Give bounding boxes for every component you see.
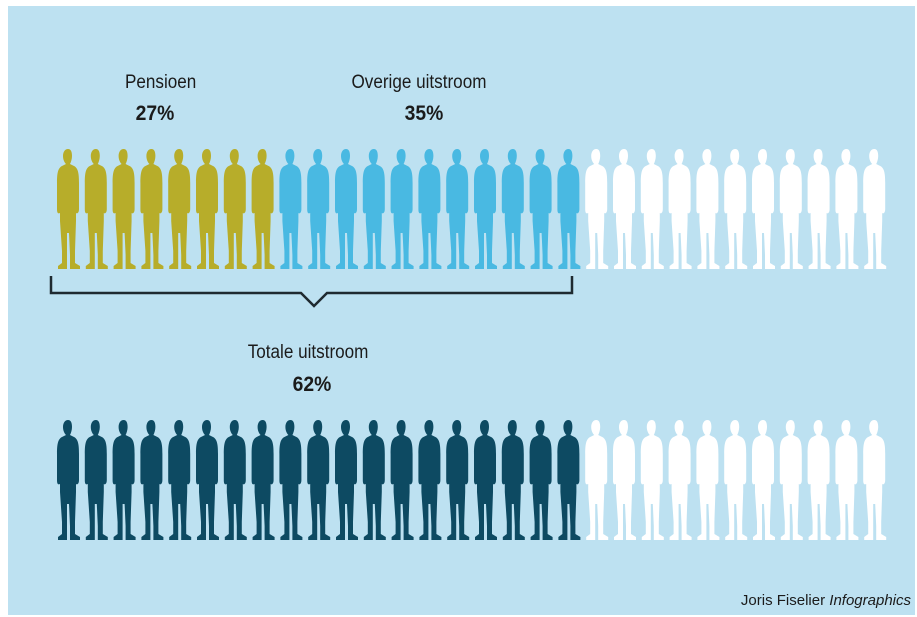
person-icon — [140, 420, 164, 540]
person-icon — [613, 420, 636, 540]
credit-line: Joris Fiselier Infographics — [741, 592, 911, 609]
person-icon — [57, 149, 80, 269]
person-icon — [418, 420, 442, 540]
pensioen-label: Pensioen — [124, 72, 197, 93]
person-icon — [84, 149, 108, 269]
person-icon — [446, 149, 470, 269]
person-icon — [362, 420, 386, 540]
person-icon — [640, 149, 664, 269]
person-icon — [279, 420, 303, 540]
person-icon — [724, 149, 748, 269]
person-icon — [696, 420, 720, 540]
person-icon — [501, 149, 525, 269]
person-icon — [112, 149, 136, 269]
person-icon — [307, 149, 331, 269]
person-icon — [335, 420, 358, 540]
person-icon — [279, 149, 303, 269]
person-icon — [196, 149, 219, 269]
credit-author: Joris Fiselier — [740, 592, 826, 609]
person-icon — [362, 149, 386, 269]
person-icon — [779, 420, 803, 540]
bracket — [49, 276, 574, 308]
person-icon — [501, 420, 525, 540]
person-icon — [585, 149, 609, 269]
person-icon — [390, 420, 414, 540]
person-icon — [529, 149, 553, 269]
person-icon — [724, 420, 748, 540]
person-icon — [807, 149, 831, 269]
totale-uitstroom-label: Totale uitstroom — [247, 342, 369, 363]
person-icon — [613, 149, 636, 269]
totale-uitstroom-percent: 62% — [292, 373, 332, 396]
person-icon — [779, 149, 803, 269]
credit-brand: Infographics — [829, 592, 911, 609]
person-icon — [585, 420, 609, 540]
person-icon — [835, 149, 859, 269]
pictogram-chart — [49, 149, 887, 540]
person-icon — [418, 149, 442, 269]
person-icon — [57, 420, 80, 540]
person-icon — [307, 420, 331, 540]
person-icon — [696, 149, 720, 269]
person-icon — [446, 420, 470, 540]
person-icon — [196, 420, 219, 540]
person-icon — [863, 149, 887, 269]
person-icon — [557, 149, 581, 269]
person-icon — [84, 420, 108, 540]
person-icon — [223, 149, 247, 269]
person-icon — [752, 149, 775, 269]
person-icon — [807, 420, 831, 540]
person-icon — [557, 420, 581, 540]
person-icon — [752, 420, 775, 540]
person-icon — [474, 149, 497, 269]
person-icon — [223, 420, 247, 540]
overige-uitstroom-label: Overige uitstroom — [351, 72, 487, 93]
person-icon — [251, 149, 275, 269]
person-icon — [863, 420, 887, 540]
overige-uitstroom-percent: 35% — [404, 102, 444, 125]
person-icon — [335, 149, 358, 269]
pensioen-percent: 27% — [135, 102, 175, 125]
person-icon — [529, 420, 553, 540]
person-icon — [640, 420, 664, 540]
person-icon — [668, 420, 692, 540]
infographic: Pensioen 27% Overige uitstroom 35% Total… — [8, 6, 915, 615]
person-icon — [112, 420, 136, 540]
person-icon — [835, 420, 859, 540]
person-icon — [168, 420, 192, 540]
person-icon — [474, 420, 497, 540]
person-icon — [668, 149, 692, 269]
person-icon — [390, 149, 414, 269]
person-icon — [140, 149, 164, 269]
person-icon — [251, 420, 275, 540]
person-icon — [168, 149, 192, 269]
